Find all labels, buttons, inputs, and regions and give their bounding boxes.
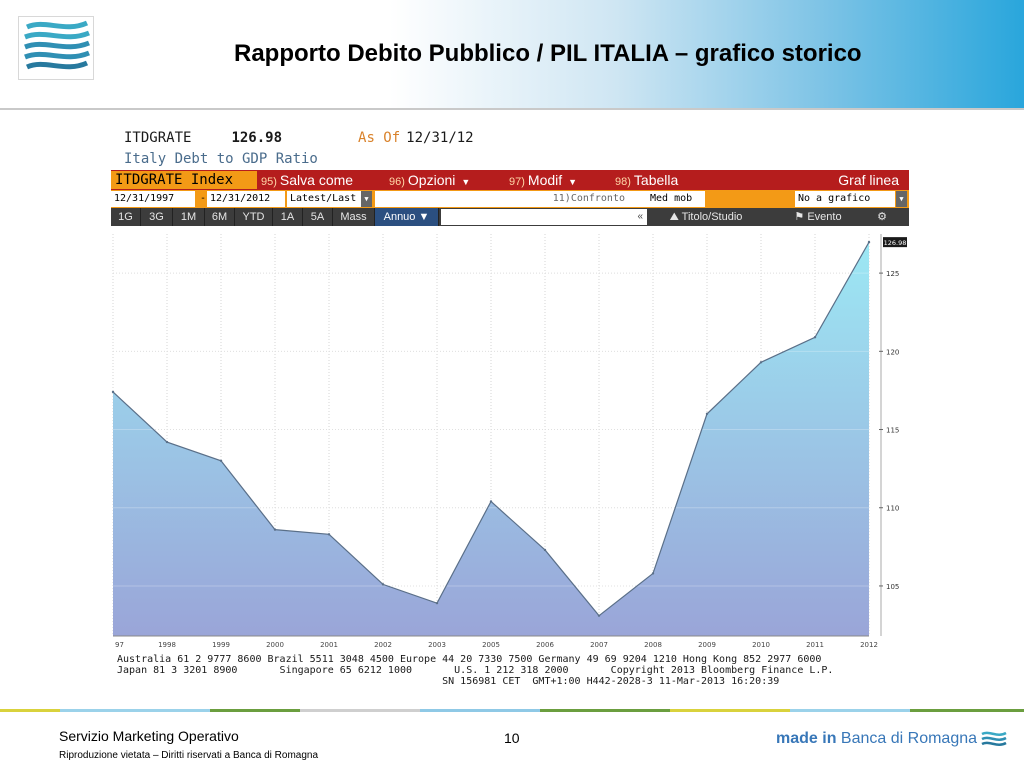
brand-bank: Banca di Romagna [840,730,978,748]
brand-made-in: made in [776,730,837,748]
save-as-button[interactable]: 95) Salva come [261,172,354,188]
x-tick-label: 2008 [644,641,662,649]
x-tick-label: 2009 [698,641,716,649]
dropdown-arrow-icon: ▼ [568,177,578,187]
modify-button[interactable]: 97) Modif ▼ [509,172,578,188]
footer-department: Servizio Marketing Operativo [59,728,239,744]
tab-mass[interactable]: Mass [333,208,375,226]
footer-line: Australia 61 2 9777 8600 Brazil 5511 304… [117,654,822,665]
search-input[interactable]: « [441,209,647,225]
tab-1a[interactable]: 1A [273,208,303,226]
data-point [327,533,331,536]
waves-brand-icon [981,731,1008,746]
logo [18,16,94,80]
period-bar: 1G 3G 1M 6M YTD 1A 5A Mass Annuo ▼ « ⛰ T… [111,208,909,226]
tab-6m[interactable]: 6M [205,208,235,226]
data-point [435,601,439,605]
footer-line: Japan 81 3 3201 8900 Singapore 65 6212 1… [117,665,834,676]
index-field[interactable]: ITDGRATE Index [111,171,257,189]
x-tick-label: 2012 [860,641,878,649]
start-date-field[interactable]: 12/31/1997 [111,191,195,207]
options-button[interactable]: 96) Opzioni ▼ [389,172,471,188]
tab-1g[interactable]: 1G [111,208,141,226]
x-tick-label: 2007 [590,641,608,649]
series-area [113,242,869,636]
ticker-line: ITDGRATE 126.98 As Of 12/31/12 [124,130,474,146]
tab-1m[interactable]: 1M [173,208,205,226]
data-point [111,390,115,394]
tab-5a[interactable]: 5A [303,208,333,226]
x-tick-label: 97 [115,641,124,649]
event-button[interactable]: ⚑ Evento [794,211,842,223]
x-tick-label: 2002 [374,641,392,649]
data-point [867,240,871,244]
range-dash: - [200,193,207,204]
gear-icon[interactable]: ⚙ [877,211,887,223]
range-spacer [707,191,793,207]
footer-line: SN 156981 CET GMT+1:00 H442-2028-3 11-Ma… [117,676,780,687]
compare-field[interactable]: 11)Confronto [375,191,705,207]
tab-annuo[interactable]: Annuo ▼ [375,208,439,226]
debt-gdp-chart: 97 1998 1999 2000 2001 2002 2003 2005 2006 2007 20… [111,228,909,652]
as-of-label: As Of [358,130,401,146]
last-value: 126.98 [231,130,283,146]
data-point [165,440,169,444]
table-button[interactable]: 98) Tabella [615,172,679,188]
as-of-date: 12/31/12 [406,130,474,146]
x-tick-label: 2001 [320,641,338,649]
data-point [381,583,385,586]
x-tick-label: 1999 [212,641,230,649]
data-point [273,528,277,531]
x-tick-label: 2005 [482,641,500,649]
chart-type-label[interactable]: Graf linea [838,172,899,188]
brand-logo: made in Banca di Romagna [776,730,1008,748]
series-description: Italy Debt to GDP Ratio [124,151,318,167]
chart-study-icon: ⛰ [669,211,682,223]
data-point [543,548,547,552]
last-value-label: 126.98 [884,239,907,247]
end-date-field[interactable]: 12/31/2012 [207,191,285,207]
x-tick-label: 2010 [752,641,770,649]
data-point [489,500,493,503]
x-tick-label: 2000 [266,641,284,649]
data-point [759,361,763,364]
flag-icon: ⚑ [794,211,808,223]
data-point [651,572,655,575]
bloomberg-footer: Australia 61 2 9777 8600 Brazil 5511 304… [117,654,833,687]
chart-svg: 97 1998 1999 2000 2001 2002 2003 2005 2006 2007 20… [111,228,909,652]
lower-chart-select[interactable]: No a grafico infe [795,191,895,220]
title-study-button[interactable]: ⛰ Titolo/Studio [669,211,743,223]
tab-3g[interactable]: 3G [141,208,173,226]
data-point [219,459,223,463]
slide-header: Rapporto Debito Pubblico / PIL ITALIA – … [0,0,1024,110]
data-point [705,412,709,416]
data-point [813,336,817,339]
x-tick-label: 2003 [428,641,446,649]
mode-dropdown-icon[interactable]: ▼ [361,191,372,207]
mode-select[interactable]: Latest/Last [287,191,361,207]
x-tick-label: 1998 [158,641,176,649]
y-tick-label: 115 [886,427,899,435]
moving-average-field[interactable]: Med mob [647,191,705,207]
footer-rule [0,709,1024,712]
y-tick-label: 110 [886,505,899,513]
ticker: ITDGRATE [124,130,192,146]
last-value-tag [883,237,907,248]
y-tick-label: 125 [886,270,899,278]
waves-logo-icon [24,20,90,70]
tab-ytd[interactable]: YTD [235,208,273,226]
lower-chart-dropdown-icon[interactable]: ▼ [896,191,907,207]
slide-title: Rapporto Debito Pubblico / PIL ITALIA – … [234,40,862,67]
footer-copyright: Riproduzione vietata – Diritti riservati… [59,750,319,761]
function-toolbar: ITDGRATE Index 95) Salva come 96) Opzioni ▼… [111,170,909,190]
x-tick-label: 2011 [806,641,824,649]
y-tick-label: 105 [886,583,899,591]
dropdown-arrow-icon: ▼ [461,177,471,187]
range-bar: 12/31/1997 - 12/31/2012 Latest/Last ▼ 11… [111,190,909,220]
y-tick-label: 120 [886,348,899,356]
x-tick-label: 2006 [536,641,554,649]
page-number: 10 [504,730,520,746]
data-point [597,614,601,617]
